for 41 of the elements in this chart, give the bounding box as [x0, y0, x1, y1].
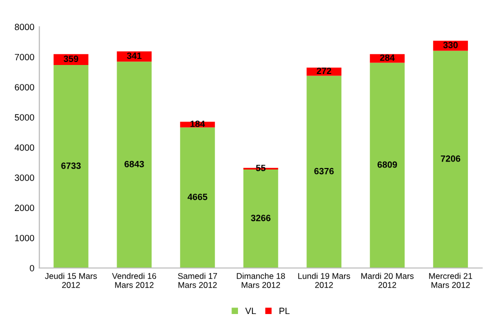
- data-label: 7206: [440, 155, 460, 162]
- legend-label: VL: [245, 308, 256, 314]
- bar: [433, 50, 468, 268]
- y-tick-label: 0: [30, 264, 34, 272]
- data-label: 184: [190, 120, 205, 127]
- data-label: 55: [256, 164, 266, 172]
- y-tick-label: 8000: [14, 24, 34, 30]
- data-label: 359: [64, 56, 78, 62]
- y-tick-label: 4000: [14, 144, 34, 151]
- bar: [370, 62, 405, 268]
- y-tick-label: 7000: [14, 54, 34, 60]
- bar: [54, 65, 88, 268]
- y-tick-label: 6000: [14, 84, 34, 90]
- x-tick-label: Vendredi 16 Mars 2012: [112, 272, 156, 288]
- bar: [306, 76, 342, 268]
- y-tick-label: 2000: [14, 204, 34, 212]
- data-label: 6843: [124, 160, 144, 168]
- data-label: 6809: [378, 161, 397, 168]
- data-label: 6733: [61, 162, 81, 169]
- y-tick-label: 3000: [14, 174, 34, 181]
- x-tick-label: Dimanche 18 Mars 2012: [236, 272, 285, 288]
- legend-label: PL: [280, 308, 290, 314]
- data-label: 6376: [314, 168, 334, 174]
- x-tick-label: Lundi 19 Mars 2012: [298, 272, 350, 288]
- data-label: 341: [126, 52, 142, 59]
- x-tick-label: Mercredi 21 Mars 2012: [429, 272, 472, 288]
- data-label: 3266: [250, 214, 270, 222]
- y-tick-label: 1000: [15, 234, 34, 242]
- data-label: 284: [380, 54, 395, 61]
- x-tick-label: Mardi 20 Mars 2012: [361, 272, 414, 288]
- data-label: 330: [443, 42, 458, 48]
- bar: [306, 68, 342, 76]
- bar: [54, 54, 88, 65]
- data-label: 272: [316, 68, 332, 74]
- x-tick-label: Samedi 17 Mars 2012: [178, 272, 218, 288]
- bar: [243, 170, 278, 268]
- bar: [116, 62, 152, 268]
- bar: [180, 127, 215, 268]
- data-label: 4665: [188, 194, 208, 200]
- y-tick-label: 5000: [14, 114, 34, 121]
- x-tick-label: Jeudi 15 Mars 2012: [44, 272, 97, 288]
